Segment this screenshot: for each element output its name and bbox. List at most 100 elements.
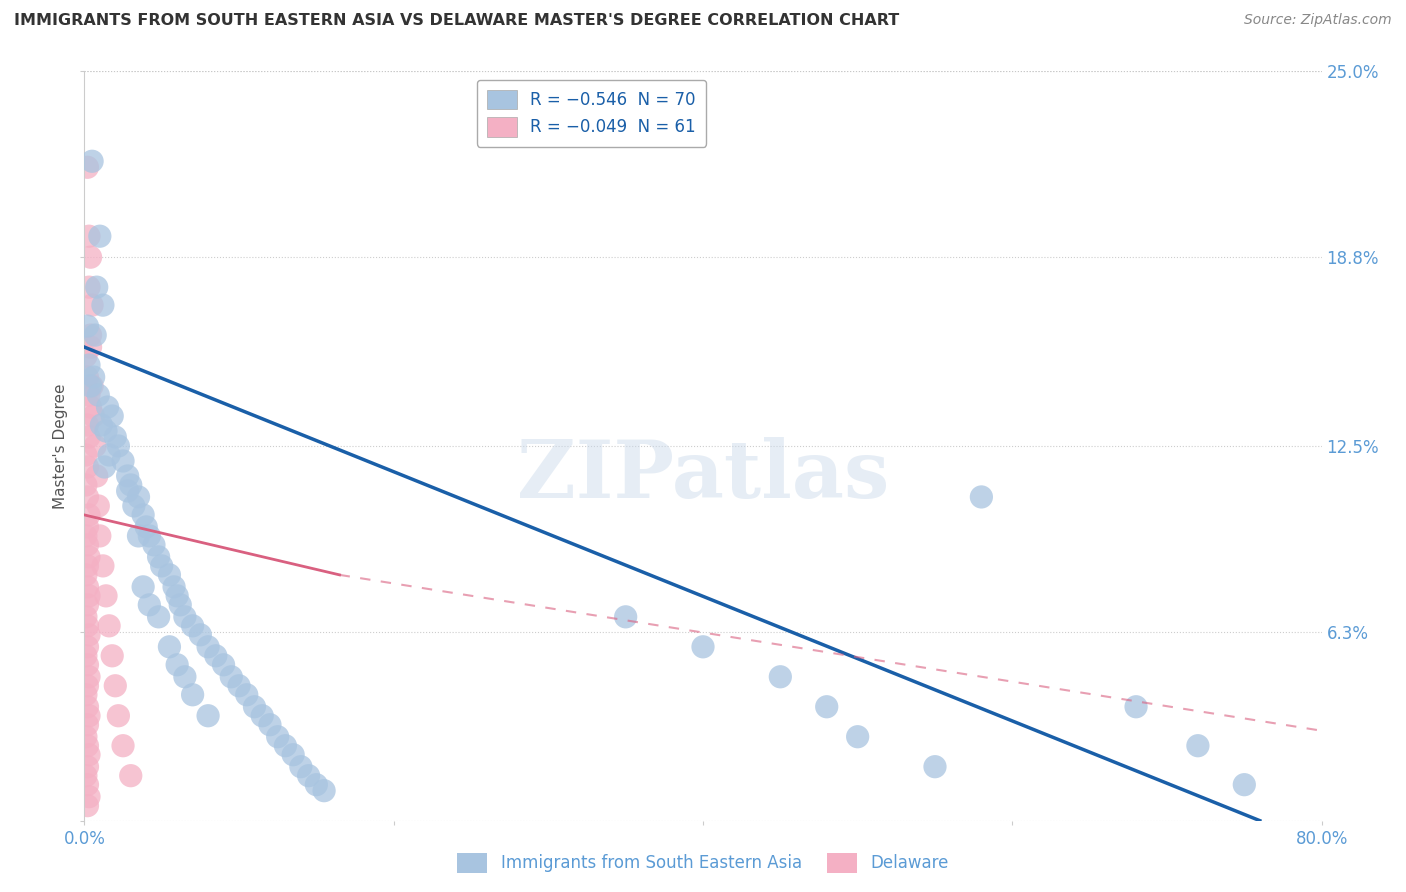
Point xyxy=(1125,699,1147,714)
Point xyxy=(87,499,110,513)
Point xyxy=(243,699,266,714)
Point xyxy=(228,679,250,693)
Point xyxy=(76,558,98,573)
Point xyxy=(76,460,98,475)
Point xyxy=(692,640,714,654)
Point xyxy=(77,708,100,723)
Point xyxy=(970,490,993,504)
Point xyxy=(76,679,98,693)
Point xyxy=(77,789,100,804)
Point xyxy=(174,610,197,624)
Point xyxy=(89,229,111,244)
Point xyxy=(77,589,100,603)
Point xyxy=(1233,778,1256,792)
Point xyxy=(82,298,104,312)
Point xyxy=(98,619,121,633)
Point xyxy=(122,499,145,513)
Point xyxy=(77,229,100,244)
Point xyxy=(181,619,204,633)
Point xyxy=(769,670,792,684)
Point xyxy=(77,670,100,684)
Legend: Immigrants from South Eastern Asia, Delaware: Immigrants from South Eastern Asia, Dela… xyxy=(451,847,955,880)
Point xyxy=(259,717,281,731)
Point xyxy=(166,657,188,672)
Point xyxy=(75,478,97,492)
Point xyxy=(89,529,111,543)
Point xyxy=(614,610,637,624)
Point xyxy=(79,340,101,354)
Y-axis label: Master's Degree: Master's Degree xyxy=(53,384,69,508)
Point xyxy=(127,529,149,543)
Point xyxy=(94,589,117,603)
Point xyxy=(120,478,142,492)
Point xyxy=(76,798,98,813)
Point xyxy=(281,747,305,762)
Point xyxy=(76,520,98,534)
Point xyxy=(181,688,204,702)
Point xyxy=(290,760,312,774)
Point xyxy=(77,508,100,522)
Point xyxy=(83,370,105,384)
Point xyxy=(77,747,100,762)
Point xyxy=(188,628,211,642)
Point xyxy=(75,349,97,363)
Point xyxy=(120,769,142,783)
Point xyxy=(76,699,98,714)
Point xyxy=(197,708,219,723)
Point xyxy=(312,783,335,797)
Point xyxy=(75,648,97,663)
Point xyxy=(132,508,155,522)
Point xyxy=(77,280,100,294)
Point xyxy=(148,549,170,564)
Point xyxy=(79,328,101,343)
Point xyxy=(76,417,98,432)
Point xyxy=(79,250,101,264)
Point xyxy=(219,670,242,684)
Point xyxy=(132,580,155,594)
Text: Source: ZipAtlas.com: Source: ZipAtlas.com xyxy=(1244,13,1392,28)
Point xyxy=(250,708,273,723)
Point xyxy=(93,460,115,475)
Point xyxy=(117,469,139,483)
Point xyxy=(297,769,319,783)
Point xyxy=(101,409,124,423)
Point xyxy=(77,628,100,642)
Point xyxy=(75,529,97,543)
Point xyxy=(305,778,328,792)
Point xyxy=(75,567,97,582)
Text: IMMIGRANTS FROM SOUTH EASTERN ASIA VS DELAWARE MASTER'S DEGREE CORRELATION CHART: IMMIGRANTS FROM SOUTH EASTERN ASIA VS DE… xyxy=(14,13,900,29)
Point xyxy=(86,469,108,483)
Point xyxy=(79,379,101,393)
Point xyxy=(76,538,98,552)
Point xyxy=(83,409,105,423)
Point xyxy=(212,657,235,672)
Point xyxy=(76,161,98,175)
Point xyxy=(846,730,869,744)
Point xyxy=(77,549,100,564)
Point xyxy=(82,379,104,393)
Point xyxy=(82,154,104,169)
Point xyxy=(75,688,97,702)
Point xyxy=(77,388,100,402)
Point xyxy=(174,670,197,684)
Point xyxy=(76,370,98,384)
Point xyxy=(127,490,149,504)
Point xyxy=(235,688,259,702)
Point xyxy=(75,448,97,462)
Point xyxy=(1187,739,1209,753)
Point xyxy=(166,589,188,603)
Point xyxy=(76,490,98,504)
Point xyxy=(75,769,97,783)
Point xyxy=(90,417,112,432)
Point xyxy=(112,739,135,753)
Point xyxy=(107,708,129,723)
Point xyxy=(87,388,110,402)
Point xyxy=(84,439,107,453)
Point xyxy=(98,448,121,462)
Point xyxy=(84,328,107,343)
Point xyxy=(138,598,160,612)
Point xyxy=(76,760,98,774)
Point xyxy=(76,739,98,753)
Point xyxy=(148,610,170,624)
Point xyxy=(104,679,127,693)
